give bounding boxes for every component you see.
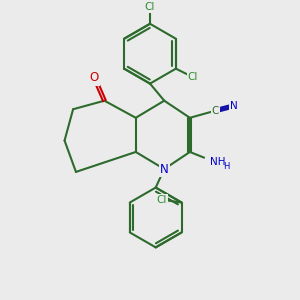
Text: Cl: Cl: [157, 195, 167, 205]
Text: Cl: Cl: [145, 2, 155, 12]
Text: Cl: Cl: [188, 72, 198, 82]
Text: C: C: [212, 106, 219, 116]
Text: N: N: [230, 101, 238, 111]
Text: O: O: [90, 71, 99, 84]
Text: N: N: [160, 163, 169, 176]
Text: NH: NH: [210, 157, 225, 167]
Text: H: H: [223, 162, 229, 171]
